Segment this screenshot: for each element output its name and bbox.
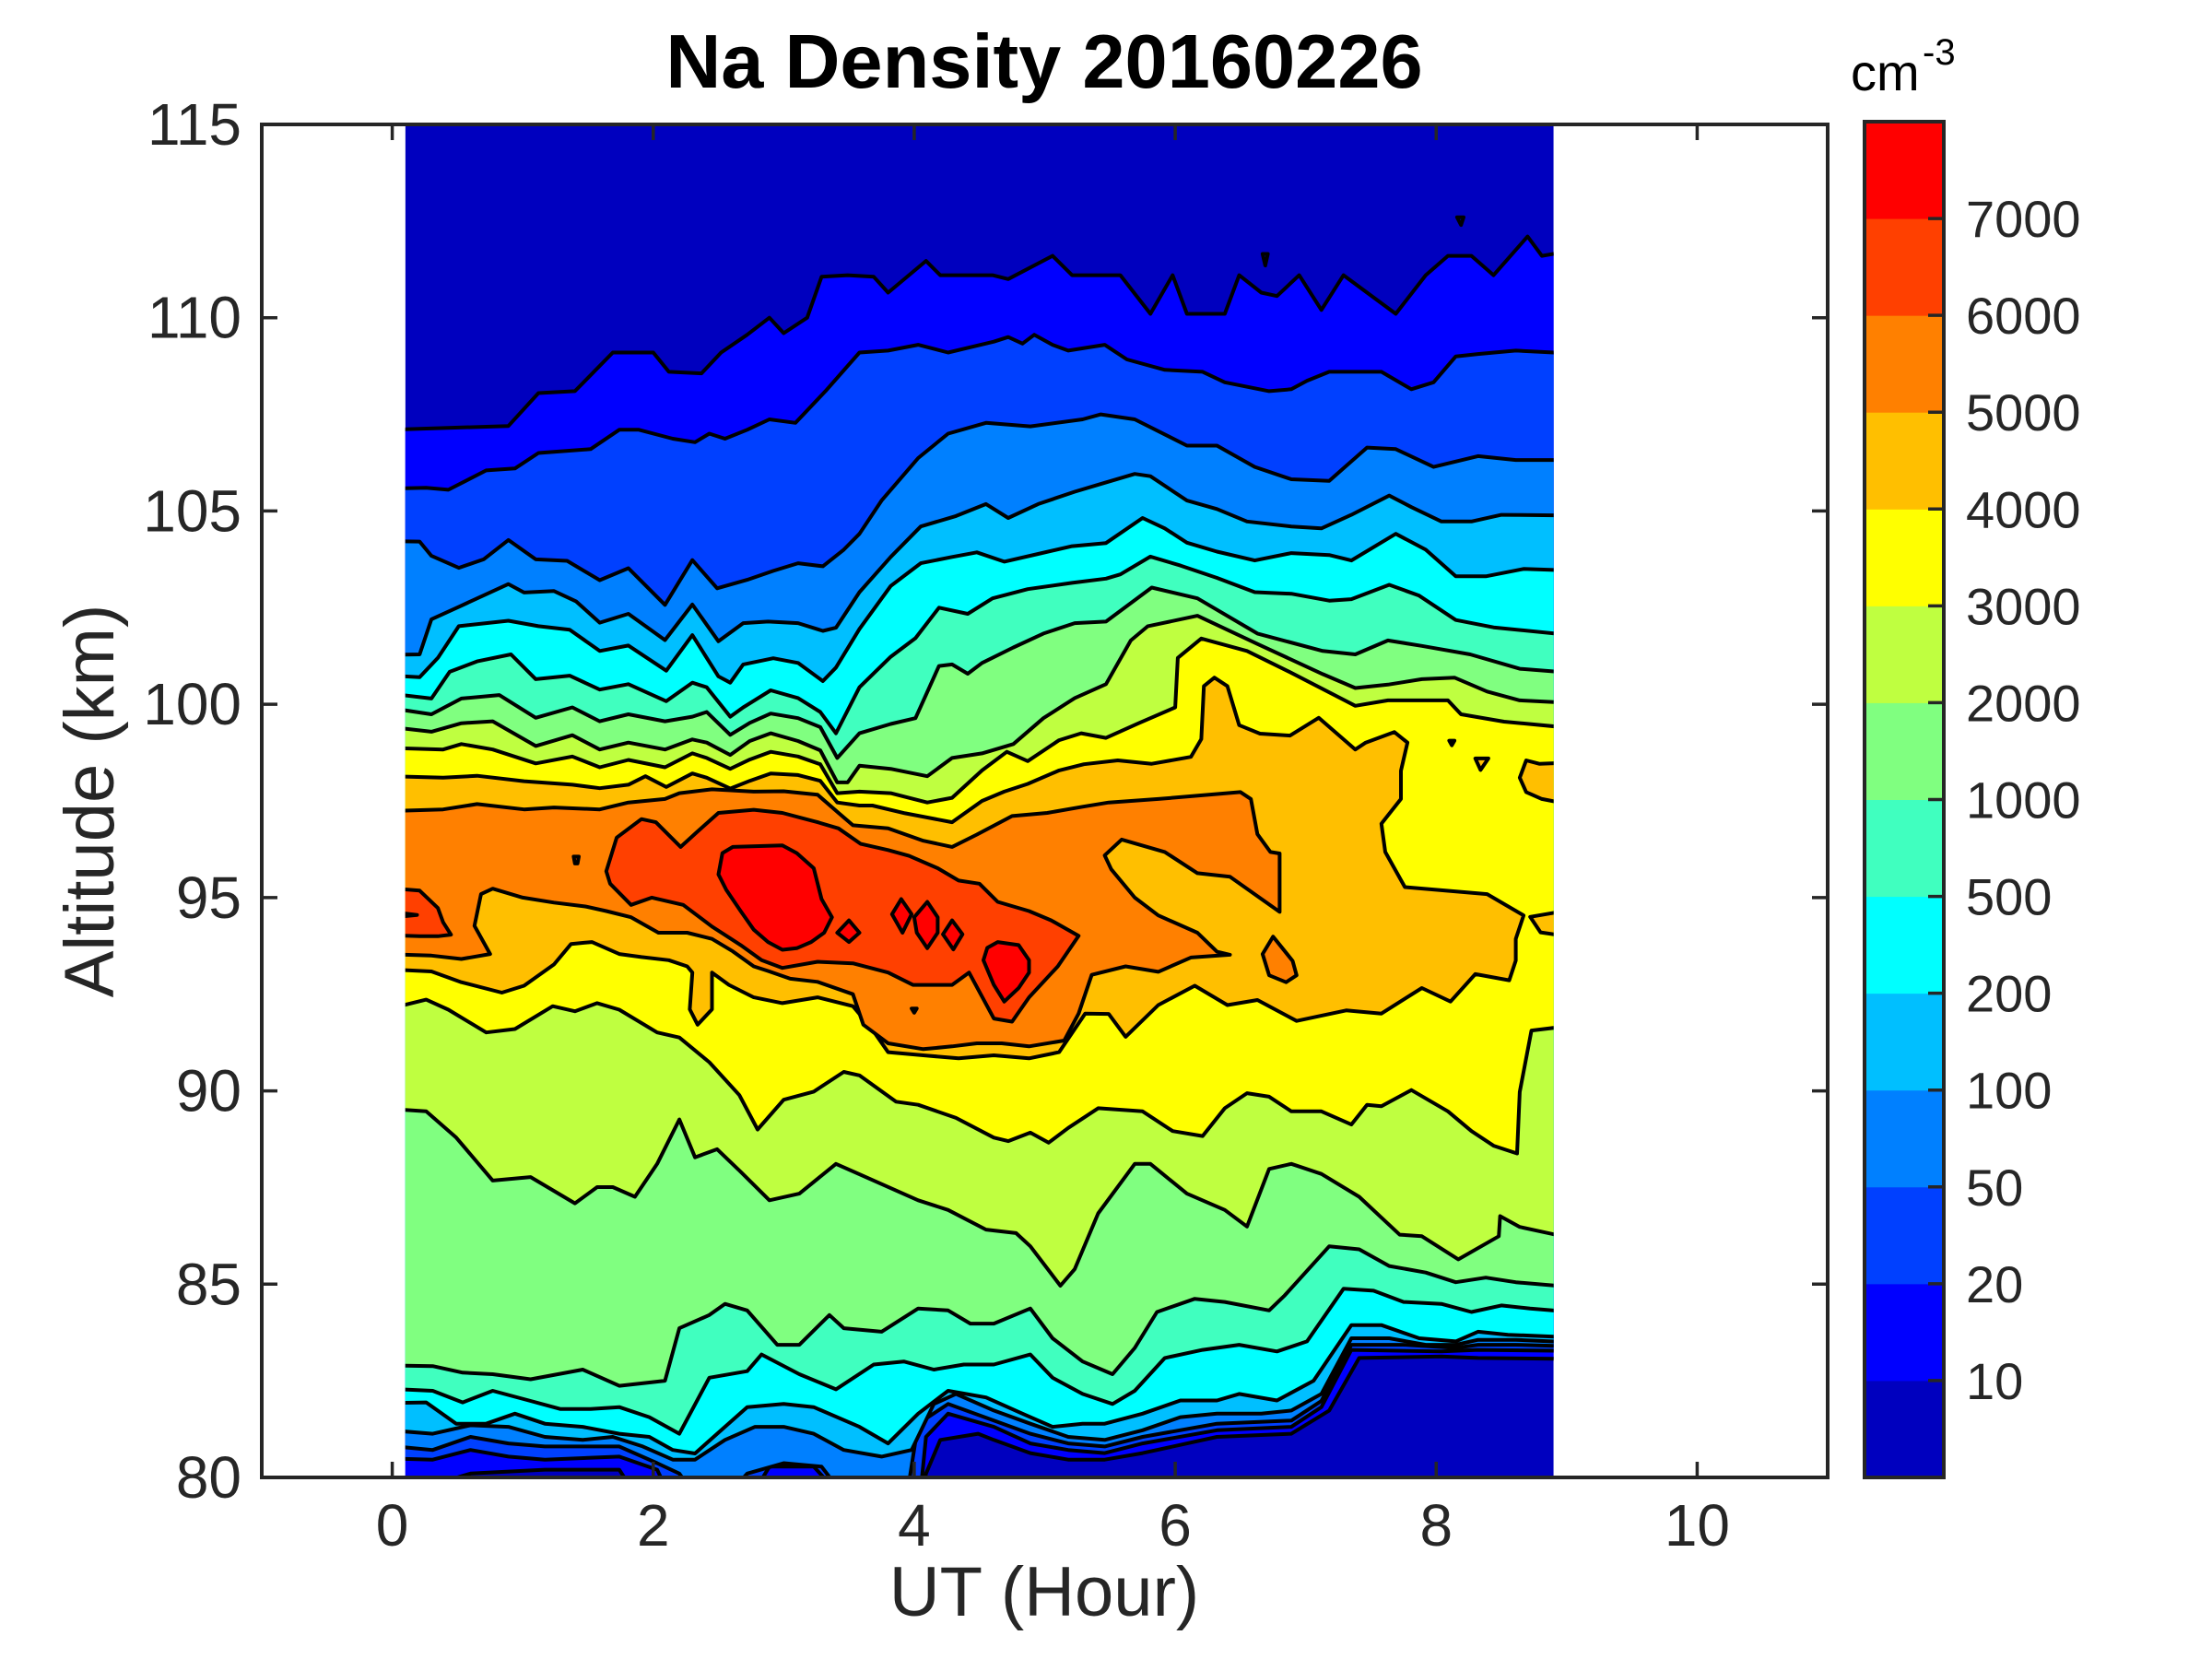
x-axis-label: UT (Hour) bbox=[889, 1553, 1199, 1631]
colorbar: 10 20 50 100 200 500 1000 2000 3000 4000 5000 6000 7… bbox=[1863, 120, 2081, 1479]
colorbar-band-11 bbox=[1865, 315, 1944, 413]
colorbar-band-13 bbox=[1865, 122, 1944, 219]
y-tick-label: 115 bbox=[147, 91, 241, 158]
y-tick-label: 80 bbox=[176, 1444, 241, 1511]
colorbar-unit-exponent: -3 bbox=[1923, 32, 1956, 73]
colorbar-tick-label: 500 bbox=[1966, 868, 2052, 926]
colorbar-tick-label: 100 bbox=[1966, 1062, 2052, 1120]
contour-level-10-region-1 bbox=[1454, 215, 1465, 228]
colorbar-band-12 bbox=[1865, 218, 1944, 316]
contour-level-5000-region-1 bbox=[1260, 935, 1299, 984]
contour-level-7000-region-3 bbox=[912, 900, 940, 950]
contour-level-4000-region-4 bbox=[1447, 738, 1457, 747]
colorbar-tick-label: 50 bbox=[1966, 1159, 2023, 1217]
x-tick-label: 10 bbox=[1665, 1492, 1730, 1559]
x-tick-label: 8 bbox=[1419, 1492, 1453, 1559]
colorbar-tick-label: 1000 bbox=[1966, 771, 2081, 830]
colorbar-band-4 bbox=[1865, 993, 1944, 1091]
contour-level-4000-region-3 bbox=[1473, 756, 1490, 772]
x-tick-label: 4 bbox=[898, 1492, 931, 1559]
y-axis-label: Altitude (km) bbox=[51, 605, 129, 998]
x-tick-label: 6 bbox=[1159, 1492, 1192, 1559]
colorbar-tick-label: 6000 bbox=[1966, 287, 2081, 345]
contour-level-6000-region-2 bbox=[571, 854, 581, 865]
colorbar-tick-label: 4000 bbox=[1966, 480, 2081, 538]
contour-level-6000-region-3 bbox=[910, 1006, 919, 1015]
chart-title: Na Density 20160226 bbox=[665, 18, 1422, 104]
y-tick-label: 100 bbox=[143, 671, 241, 737]
x-tick-label: 2 bbox=[637, 1492, 670, 1559]
contour-level-6000-region-1 bbox=[405, 888, 453, 938]
colorbar-tick-label: 10 bbox=[1966, 1352, 2023, 1410]
colorbar-tick-label: 2000 bbox=[1966, 674, 2081, 732]
contour-level-4000-region-1 bbox=[1517, 759, 1554, 804]
contour-level-10-region-2 bbox=[1260, 252, 1270, 268]
colorbar-tick-label: 20 bbox=[1966, 1255, 2023, 1313]
y-tick-label: 95 bbox=[176, 865, 241, 931]
contour-level-7000-region-2 bbox=[889, 897, 914, 935]
colorbar-band-7 bbox=[1865, 702, 1944, 800]
y-tick-label: 85 bbox=[176, 1251, 241, 1317]
colorbar-band-9 bbox=[1865, 509, 1944, 606]
colorbar-tick-label: 200 bbox=[1966, 965, 2052, 1023]
contour-level-7000-region-0 bbox=[716, 843, 834, 952]
contour-level-7000-region-4 bbox=[941, 918, 965, 952]
colorbar-unit-label: cm bbox=[1851, 43, 1920, 101]
contour-level-7000-region-1 bbox=[835, 918, 862, 945]
plot-area bbox=[405, 124, 1554, 1477]
colorbar-band-8 bbox=[1865, 606, 1944, 703]
colorbar-band-5 bbox=[1865, 896, 1944, 994]
colorbar-tick-label: 3000 bbox=[1966, 577, 2081, 635]
contour-level-7000-region-6 bbox=[405, 912, 419, 918]
x-tick-label: 0 bbox=[376, 1492, 409, 1559]
colorbar-tick-label: 7000 bbox=[1966, 190, 2081, 248]
y-tick-label: 90 bbox=[176, 1058, 241, 1124]
contour-level-4000-region-2 bbox=[1528, 911, 1554, 936]
y-tick-label: 105 bbox=[143, 477, 241, 544]
axes: 0 2 4 6 8 10 80 85 90 95 100 105 110 115 bbox=[143, 91, 1830, 1559]
y-tick-label: 110 bbox=[147, 285, 241, 351]
colorbar-tick-label: 5000 bbox=[1966, 383, 2081, 441]
colorbar-band-3 bbox=[1865, 1089, 1944, 1188]
colorbar-band-1 bbox=[1865, 1283, 1944, 1382]
colorbar-band-10 bbox=[1865, 412, 1944, 510]
colorbar-band-0 bbox=[1865, 1380, 1944, 1478]
colorbar-band-2 bbox=[1865, 1186, 1944, 1285]
colorbar-band-6 bbox=[1865, 799, 1944, 898]
contour-level-7000-region-5 bbox=[982, 940, 1031, 1004]
axes-box bbox=[260, 123, 1830, 1479]
